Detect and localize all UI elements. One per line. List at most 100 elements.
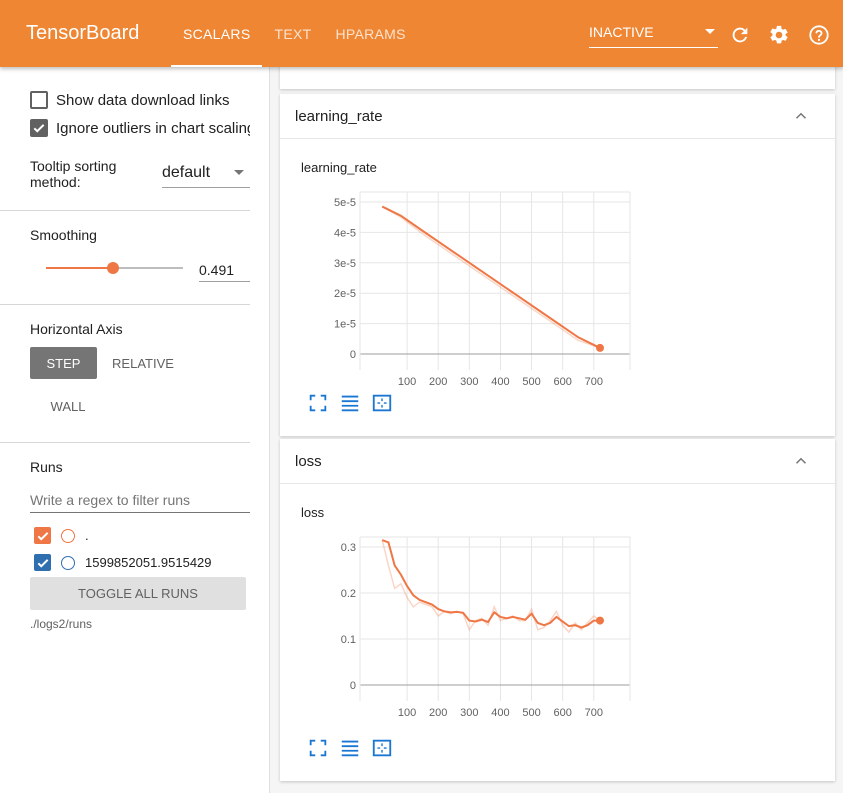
tooltip-sorting-label: Tooltip sorting method:: [30, 158, 116, 190]
card-header-title: loss: [295, 452, 322, 470]
y-tick-label: 3e-5: [334, 258, 356, 270]
fullscreen-icon[interactable]: [307, 737, 329, 759]
y-tick-label: 0.2: [341, 588, 356, 600]
data-table-icon[interactable]: [339, 737, 361, 759]
ignore-outliers-checkbox[interactable]: Ignore outliers in chart scaling: [30, 119, 250, 137]
logdir-path: ./logs2/runs: [30, 617, 93, 631]
run-name: .: [85, 528, 89, 543]
x-tick-label: 200: [429, 707, 447, 719]
run-checkbox[interactable]: [34, 527, 51, 544]
axis-step-button[interactable]: STEP: [30, 347, 97, 379]
toggle-all-runs-button[interactable]: TOGGLE ALL RUNS: [30, 577, 246, 610]
x-tick-label: 500: [522, 707, 540, 719]
run-checkbox[interactable]: [34, 554, 51, 571]
x-tick-label: 100: [398, 707, 416, 719]
chart-title: learning_rate: [301, 160, 377, 175]
tooltip-sorting-dropdown[interactable]: default: [162, 162, 250, 188]
card-header-title: learning_rate: [295, 107, 383, 125]
chevron-up-icon[interactable]: [792, 452, 810, 470]
top-app-bar: TensorBoard SCALARS TEXT HPARAMS: [0, 0, 843, 67]
horizontal-axis-label: Horizontal Axis: [30, 321, 123, 337]
run-item[interactable]: .: [34, 527, 89, 544]
x-tick-label: 700: [585, 707, 603, 719]
main-content: learning_rate learning_rate 100 200 300 400…: [270, 67, 843, 793]
status-dropdown[interactable]: INACTIVE: [589, 20, 718, 48]
gear-icon[interactable]: [768, 24, 790, 46]
y-tick-label: 0: [350, 680, 356, 692]
chart-toolbar: [307, 737, 393, 759]
check-icon: [37, 531, 48, 541]
run-color-circle: [61, 555, 75, 570]
loss-chart[interactable]: 100 200 300 400 500 600 700 0 0.1 0.2 0.3: [280, 525, 640, 730]
checkbox-box[interactable]: [30, 91, 48, 109]
card-header[interactable]: learning_rate: [280, 94, 835, 139]
tooltip-sorting-label-line1: Tooltip sorting: [30, 158, 117, 174]
x-tick-label: 600: [553, 707, 571, 719]
smoothing-slider-track[interactable]: [46, 262, 183, 274]
refresh-icon[interactable]: [729, 24, 751, 46]
chart-title: loss: [301, 505, 325, 520]
x-tick-label: 500: [522, 376, 540, 385]
horizontal-axis-section: Horizontal Axis STEP RELATIVE WALL: [0, 305, 250, 443]
checkbox-box-checked[interactable]: [30, 119, 48, 137]
smoothing-label: Smoothing: [30, 227, 97, 243]
previous-card-stub: [280, 67, 835, 89]
check-icon: [33, 124, 45, 133]
series-raw-line: [381, 205, 601, 349]
show-download-links-label: Show data download links: [56, 91, 230, 109]
data-table-icon[interactable]: [339, 392, 361, 414]
series-smoothed-line: [381, 539, 600, 629]
tooltip-sorting-value: default: [162, 163, 211, 181]
x-tick-label: 400: [491, 707, 509, 719]
fit-domain-icon[interactable]: [371, 737, 393, 759]
series-last-point: [596, 343, 604, 352]
y-tick-label: 5e-5: [334, 197, 356, 209]
y-tick-label: 4e-5: [334, 227, 356, 239]
chart-options-section: Show data download links Ignore outliers…: [0, 67, 250, 211]
smoothing-section: Smoothing 0.491: [0, 211, 250, 305]
learning-rate-chart[interactable]: 100 200 300 400 500 600 700 0 1e-5 2e-5 3e-5 4e-5 5e…: [280, 180, 640, 385]
x-tick-label: 100: [398, 376, 416, 385]
status-dropdown-value: INACTIVE: [589, 23, 654, 40]
chart-toolbar: [307, 392, 393, 414]
x-tick-label: 300: [460, 376, 478, 385]
show-download-links-checkbox[interactable]: Show data download links: [30, 91, 250, 109]
smoothing-value-input[interactable]: 0.491: [199, 259, 250, 282]
tab-hparams[interactable]: HPARAMS: [335, 25, 406, 42]
x-tick-label: 200: [429, 376, 447, 385]
card-learning-rate: learning_rate learning_rate 100 200 300 400…: [280, 94, 835, 436]
fit-domain-icon[interactable]: [371, 392, 393, 414]
tab-scalars[interactable]: SCALARS: [171, 0, 263, 67]
axis-wall-button[interactable]: WALL: [50, 398, 86, 414]
tooltip-sorting-label-line2: method:: [30, 174, 81, 190]
x-tick-label: 300: [460, 707, 478, 719]
run-item[interactable]: 1599852051.9515429: [34, 554, 212, 571]
fullscreen-icon[interactable]: [307, 392, 329, 414]
y-tick-label: 0.1: [341, 634, 356, 646]
axis-relative-button[interactable]: RELATIVE: [112, 355, 174, 371]
run-name: 1599852051.9515429: [85, 555, 212, 570]
runs-label: Runs: [30, 459, 63, 475]
sidebar: Show data download links Ignore outliers…: [0, 67, 270, 793]
y-tick-label: 0: [350, 349, 356, 361]
x-tick-label: 700: [585, 376, 603, 385]
ignore-outliers-label: Ignore outliers in chart scaling: [56, 119, 250, 137]
runs-filter-input[interactable]: [30, 487, 250, 513]
run-color-circle: [61, 528, 75, 543]
chevron-down-icon: [705, 29, 715, 34]
chevron-down-icon: [234, 170, 244, 175]
chevron-up-icon[interactable]: [792, 107, 810, 125]
tab-text[interactable]: TEXT: [274, 25, 312, 42]
x-tick-label: 400: [491, 376, 509, 385]
y-tick-label: 1e-5: [334, 319, 356, 331]
card-header[interactable]: loss: [280, 439, 835, 484]
series-smoothed-line: [381, 205, 601, 349]
y-tick-label: 2e-5: [334, 288, 356, 300]
smoothing-slider-handle[interactable]: [107, 262, 120, 274]
app-title: TensorBoard: [26, 22, 140, 44]
card-loss: loss loss 100 200 300 400 500 600 700 0 0.1 0.2 0.…: [280, 439, 835, 781]
check-icon: [37, 558, 48, 568]
y-tick-label: 0.3: [341, 542, 356, 554]
runs-section: Runs . 1599852051.9515429 TOGGLE ALL RUN…: [0, 443, 250, 643]
help-icon[interactable]: [808, 24, 830, 46]
